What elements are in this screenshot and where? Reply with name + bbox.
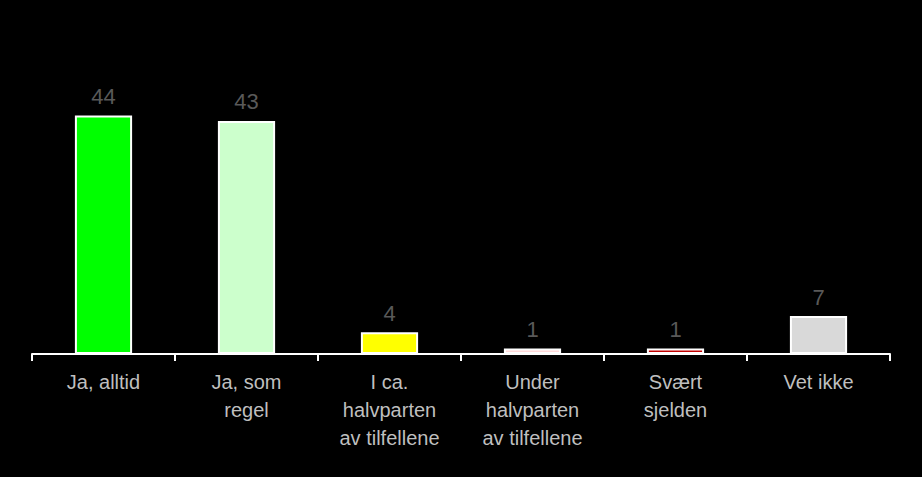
svg-text:1: 1 xyxy=(669,317,681,342)
svg-text:halvparten: halvparten xyxy=(486,399,579,421)
svg-text:sjelden: sjelden xyxy=(644,399,707,421)
svg-text:I ca.: I ca. xyxy=(371,371,409,393)
svg-text:4: 4 xyxy=(383,301,395,326)
svg-text:44: 44 xyxy=(91,84,115,109)
svg-text:Ja, som: Ja, som xyxy=(211,371,281,393)
svg-text:43: 43 xyxy=(234,89,258,114)
svg-text:halvparten: halvparten xyxy=(343,399,436,421)
svg-text:7: 7 xyxy=(812,285,824,310)
svg-text:1: 1 xyxy=(526,317,538,342)
svg-text:Under: Under xyxy=(505,371,560,393)
svg-text:Svært: Svært xyxy=(649,371,703,393)
svg-text:av tilfellene: av tilfellene xyxy=(339,427,439,449)
svg-text:Vet ikke: Vet ikke xyxy=(783,371,853,393)
svg-text:av tilfellene: av tilfellene xyxy=(482,427,582,449)
svg-text:Ja, alltid: Ja, alltid xyxy=(67,371,140,393)
svg-text:regel: regel xyxy=(224,399,268,421)
